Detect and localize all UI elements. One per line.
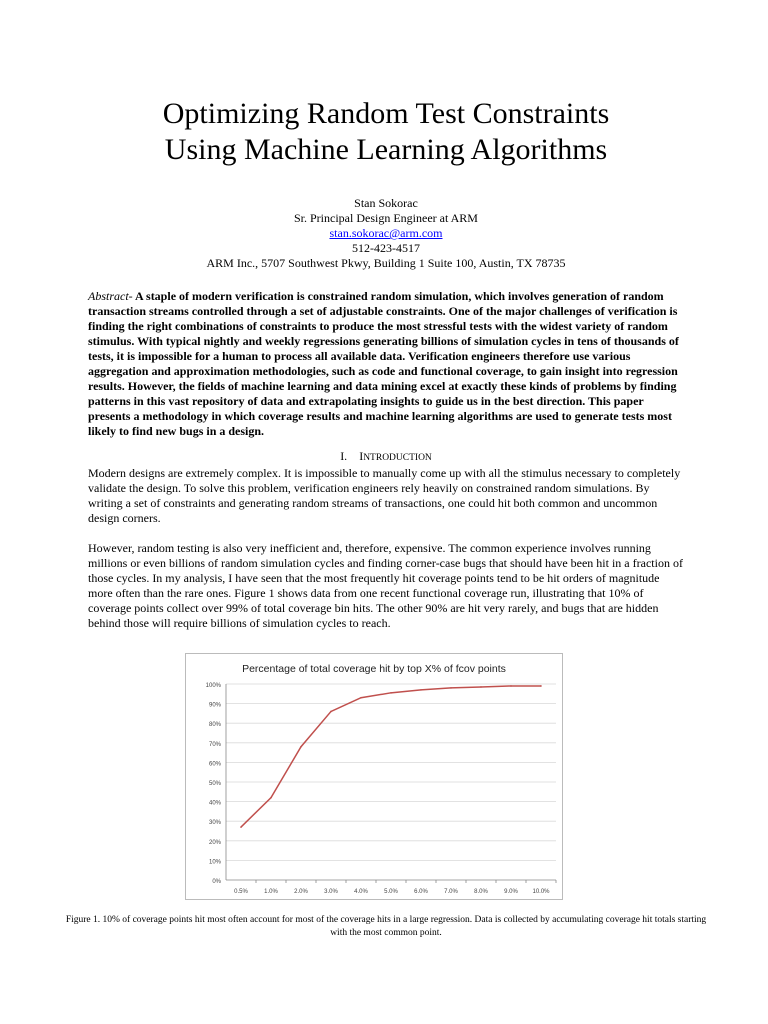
- chart-svg: Percentage of total coverage hit by top …: [206, 663, 557, 895]
- x-tick-label: 5.0%: [384, 889, 398, 895]
- section-title-initial: I: [359, 449, 364, 463]
- author-address: ARM Inc., 5707 Southwest Pkwy, Building …: [206, 256, 566, 270]
- author-name: Stan Sokorac: [354, 196, 418, 210]
- y-tick-label: 30%: [209, 820, 222, 826]
- x-tick-label: 4.0%: [354, 889, 368, 895]
- title-line: Optimizing Random Test Constraints: [162, 97, 610, 130]
- x-tick-label: 1.0%: [264, 889, 278, 895]
- figure-chart: Percentage of total coverage hit by top …: [185, 653, 563, 900]
- y-tick-label: 80%: [209, 722, 222, 728]
- data-point: [450, 687, 452, 689]
- figure-caption: Figure 1. 10% of coverage points hit mos…: [65, 915, 707, 938]
- x-tick-label: 9.0%: [504, 889, 518, 895]
- author-email-link[interactable]: stan.sokorac@arm.com: [329, 226, 443, 240]
- y-tick-label: 40%: [209, 801, 222, 807]
- chart-title: Percentage of total coverage hit by top …: [242, 663, 506, 675]
- x-tick-label: 2.0%: [294, 889, 308, 895]
- data-point: [480, 686, 482, 688]
- data-point: [360, 696, 362, 699]
- data-point: [390, 692, 392, 694]
- section-heading: I. INTRODUCTION: [88, 449, 684, 466]
- abstract-label: Abstract-: [88, 289, 133, 303]
- abstract-text: A staple of modern verification is const…: [88, 289, 679, 438]
- y-tick-label: 70%: [209, 742, 222, 748]
- y-tick-label: 20%: [209, 840, 222, 846]
- abstract: Abstract- A staple of modern verificatio…: [88, 289, 684, 439]
- data-point: [330, 710, 332, 713]
- data-point: [510, 685, 512, 687]
- paragraph: However, random testing is also very ine…: [88, 541, 683, 630]
- title-line: Using Machine Learning Algorithms: [164, 133, 608, 166]
- series-line: [240, 685, 541, 828]
- y-tick-label: 60%: [209, 761, 222, 767]
- paper-title: Optimizing Random Test Constraints Using…: [0, 96, 768, 168]
- author-phone: 512-423-4517: [352, 241, 420, 255]
- paragraph: Modern designs are extremely complex. It…: [88, 466, 681, 525]
- x-tick-label: 8.0%: [474, 889, 488, 895]
- section-title-rest: NTRODUCTION: [363, 453, 432, 463]
- y-tick-label: 50%: [209, 781, 222, 787]
- x-tick-label: 0.5%: [234, 889, 248, 895]
- y-tick-label: 10%: [209, 859, 222, 865]
- y-tick-label: 0%: [212, 879, 221, 885]
- author-block: Stan Sokorac Sr. Principal Design Engine…: [0, 196, 768, 271]
- x-tick-label: 7.0%: [444, 889, 458, 895]
- x-tick-label: 6.0%: [414, 889, 428, 895]
- y-tick-label: 100%: [206, 683, 222, 689]
- section-number: I.: [340, 449, 348, 463]
- y-tick-label: 90%: [209, 703, 222, 709]
- data-point: [420, 689, 422, 691]
- data-point: [540, 685, 542, 687]
- x-tick-label: 3.0%: [324, 889, 338, 895]
- author-role: Sr. Principal Design Engineer at ARM: [294, 211, 478, 225]
- x-tick-label: 10.0%: [532, 889, 550, 895]
- data-point: [300, 745, 302, 748]
- data-point: [270, 796, 272, 799]
- data-point: [240, 826, 242, 828]
